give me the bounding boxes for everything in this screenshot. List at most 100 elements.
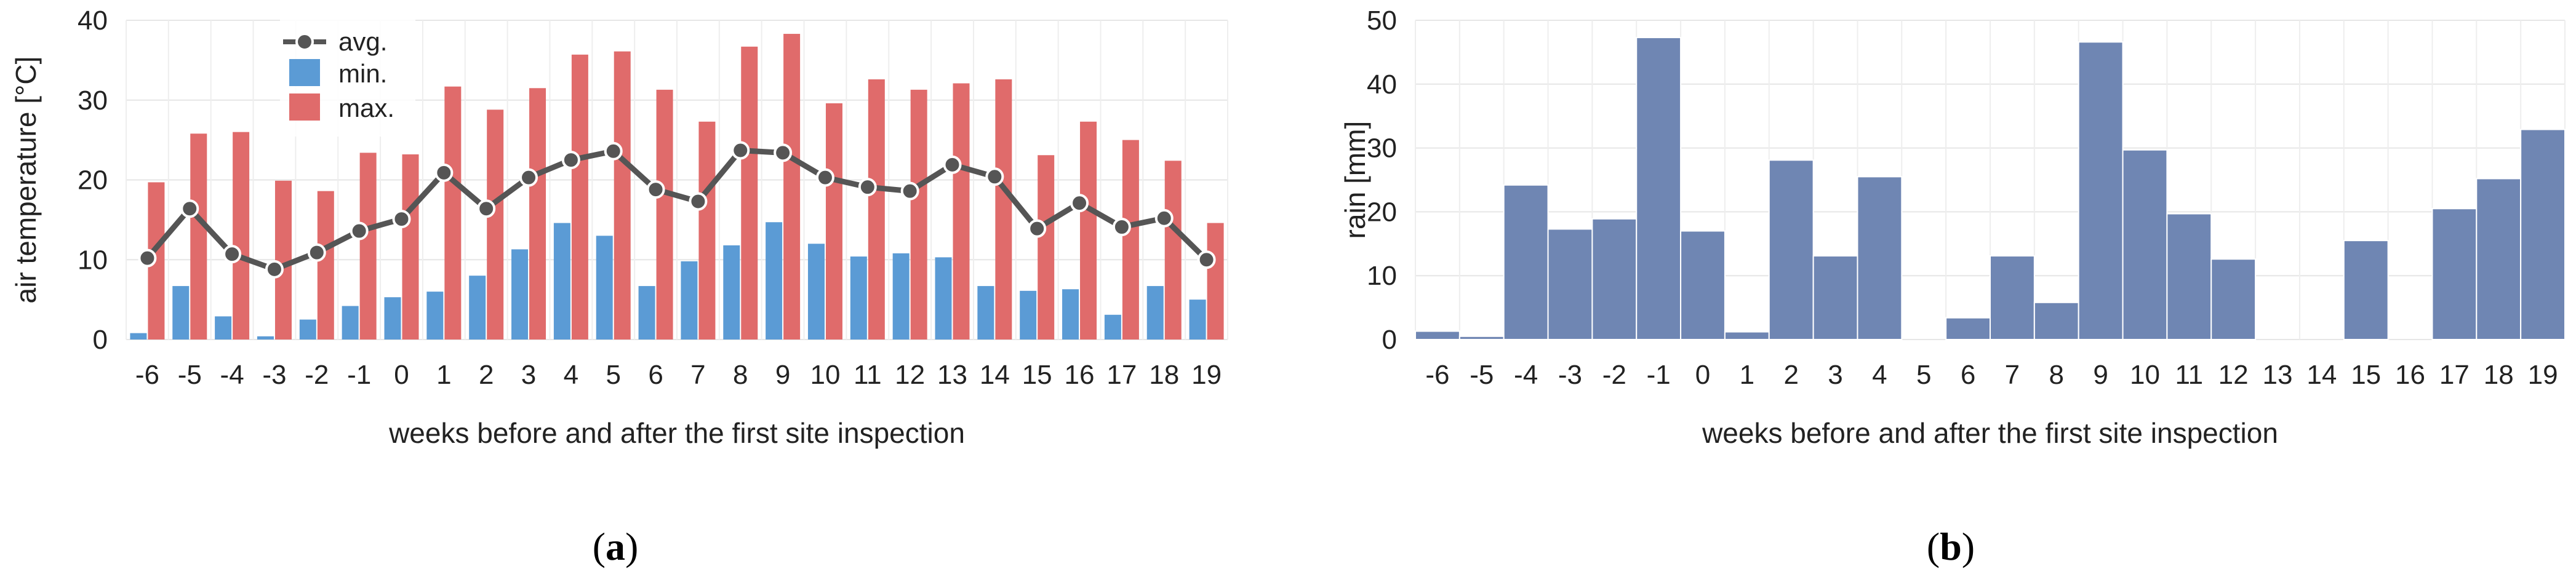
bar-max: [233, 132, 250, 340]
bar-min: [469, 276, 486, 340]
legend-label-max: max.: [338, 93, 394, 122]
bar-max: [741, 46, 758, 340]
x-tick-label: 12: [2218, 360, 2249, 390]
bar-min: [342, 306, 359, 340]
bar-max: [444, 86, 462, 340]
x-tick-label: 5: [1916, 360, 1931, 390]
x-tick-label: -2: [305, 360, 329, 390]
x-tick-label: 1: [436, 360, 451, 390]
bar-min: [1104, 314, 1121, 340]
panel-caption: (b): [1927, 525, 1975, 568]
point-avg: [1028, 219, 1047, 238]
bar-max: [190, 133, 207, 340]
y-axis-label: air temperature [°C]: [10, 57, 42, 304]
point-avg: [604, 141, 623, 161]
bar-min: [257, 336, 274, 340]
x-tick-label: 3: [1828, 360, 1842, 390]
x-tick-label: -6: [1425, 360, 1449, 390]
bar-max: [359, 153, 377, 340]
legend-swatch-min: [289, 59, 320, 86]
y-tick-label: 50: [1367, 6, 1397, 36]
x-axis-label: weeks before and after the first site in…: [388, 417, 965, 449]
point-avg: [943, 155, 962, 174]
x-tick-label: 7: [690, 360, 705, 390]
x-tick-label: 19: [2528, 360, 2558, 390]
bar-max: [995, 79, 1012, 340]
point-avg: [350, 221, 369, 240]
x-tick-label: 7: [2005, 360, 2020, 390]
x-tick-label: 9: [775, 360, 790, 390]
point-avg: [985, 167, 1004, 186]
x-tick-label: 17: [1106, 360, 1137, 390]
y-axis-label: rain [mm]: [1339, 121, 1371, 239]
x-tick-label: 2: [1783, 360, 1798, 390]
x-tick-label: 8: [2049, 360, 2064, 390]
bar-min: [384, 297, 401, 340]
bar-max: [614, 51, 631, 340]
bar-min: [681, 261, 698, 340]
point-avg: [646, 180, 665, 199]
bar-rain: [1812, 255, 1858, 340]
point-avg: [1154, 209, 1174, 228]
bar-min: [172, 286, 190, 340]
x-tick-label: 5: [606, 360, 620, 390]
bar-min: [638, 286, 655, 340]
bar-rain: [2210, 258, 2257, 340]
y-tick-label: 0: [1382, 325, 1397, 355]
bar-rain: [2431, 208, 2478, 340]
bar-max: [274, 180, 292, 340]
bar-max: [571, 54, 588, 340]
point-avg: [561, 151, 580, 170]
bar-rain: [1636, 37, 1682, 340]
x-tick-label: 19: [1191, 360, 1222, 390]
caption-close: ): [1962, 525, 1975, 568]
bar-rain: [1458, 335, 1505, 340]
x-tick-label: 13: [937, 360, 967, 390]
bar-min: [299, 319, 316, 340]
bar-max: [698, 121, 716, 340]
x-tick-label: 13: [2263, 360, 2293, 390]
bar-min: [807, 244, 825, 340]
x-tick-label: 16: [2395, 360, 2425, 390]
bar-min: [766, 222, 783, 340]
y-tick-label: 10: [78, 245, 108, 275]
bar-min: [1189, 300, 1206, 340]
bar-max: [656, 89, 673, 340]
x-tick-label: 4: [564, 360, 578, 390]
x-tick-label: -1: [347, 360, 371, 390]
x-tick-label: 14: [2306, 360, 2337, 390]
x-tick-label: 18: [1149, 360, 1179, 390]
x-tick-label: -3: [262, 360, 286, 390]
x-tick-label: 6: [1961, 360, 1975, 390]
bar-max: [402, 154, 419, 340]
x-tick-label: -4: [220, 360, 244, 390]
x-tick-label: 15: [1022, 360, 1052, 390]
y-tick-label: 40: [1367, 70, 1397, 100]
point-avg: [519, 168, 538, 187]
x-tick-label: 16: [1065, 360, 1095, 390]
bar-rain: [2520, 129, 2566, 341]
x-tick-label: 0: [1695, 360, 1710, 390]
x-tick-label: 6: [648, 360, 663, 390]
x-tick-label: -1: [1647, 360, 1671, 390]
bar-rain: [1724, 331, 1770, 341]
bar-rain: [2476, 178, 2522, 340]
x-tick-label: 10: [810, 360, 840, 390]
bar-max: [1122, 140, 1139, 340]
legend-marker-avg: [295, 33, 314, 51]
y-tick-label: 30: [1367, 133, 1397, 164]
x-tick-label: -4: [1514, 360, 1538, 390]
x-tick-label: -5: [1470, 360, 1494, 390]
point-avg: [1070, 194, 1089, 213]
x-tick-label: 17: [2439, 360, 2470, 390]
bar-max: [1207, 223, 1224, 340]
x-tick-label: 1: [1740, 360, 1754, 390]
panel-caption: (a): [593, 525, 639, 568]
point-avg: [392, 210, 411, 229]
bar-rain: [1990, 255, 2035, 340]
caption-letter: b: [1940, 525, 1962, 568]
point-avg: [477, 199, 496, 218]
x-tick-label: 4: [1872, 360, 1887, 390]
point-avg: [1197, 250, 1216, 269]
bar-rain: [1857, 176, 1903, 340]
